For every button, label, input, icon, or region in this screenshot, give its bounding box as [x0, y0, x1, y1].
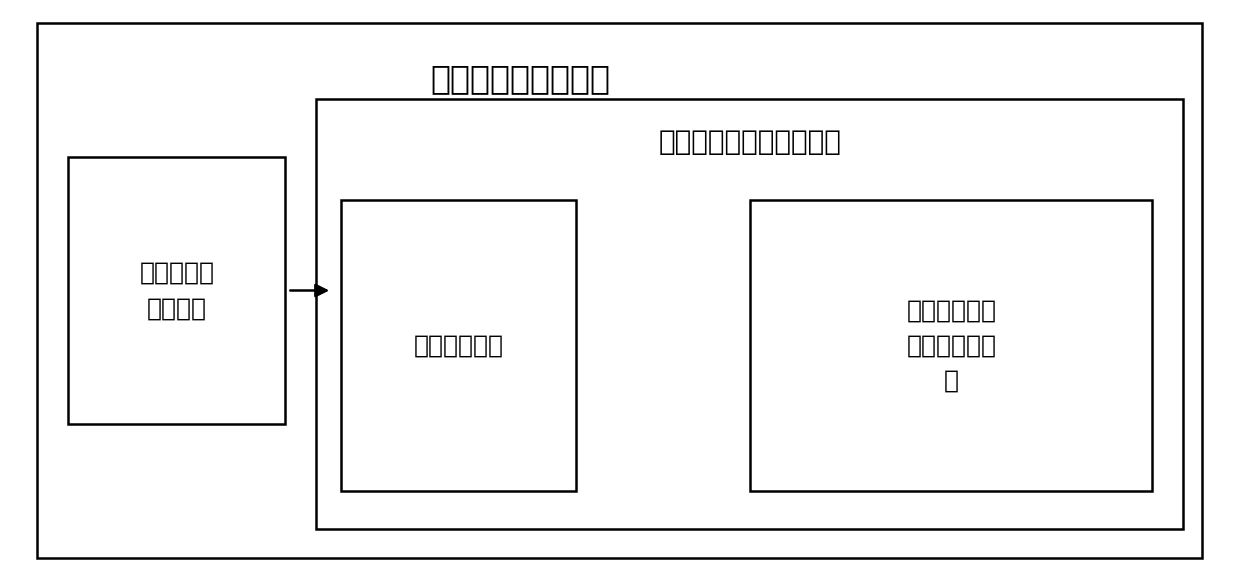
Text: 传感器信号编码处理模块: 传感器信号编码处理模块 — [658, 128, 841, 156]
Text: 传感器信号处理装置: 传感器信号处理装置 — [430, 62, 611, 95]
Text: 传感器信号
编码模块: 传感器信号 编码模块 — [140, 261, 214, 320]
Bar — [68, 157, 285, 424]
Bar — [750, 200, 1152, 491]
Bar — [341, 200, 576, 491]
Text: 位置计算模块: 位置计算模块 — [414, 333, 503, 358]
Text: 启动、旋转方
向变化处理模
块: 启动、旋转方 向变化处理模 块 — [907, 298, 996, 393]
Bar — [316, 99, 1183, 529]
